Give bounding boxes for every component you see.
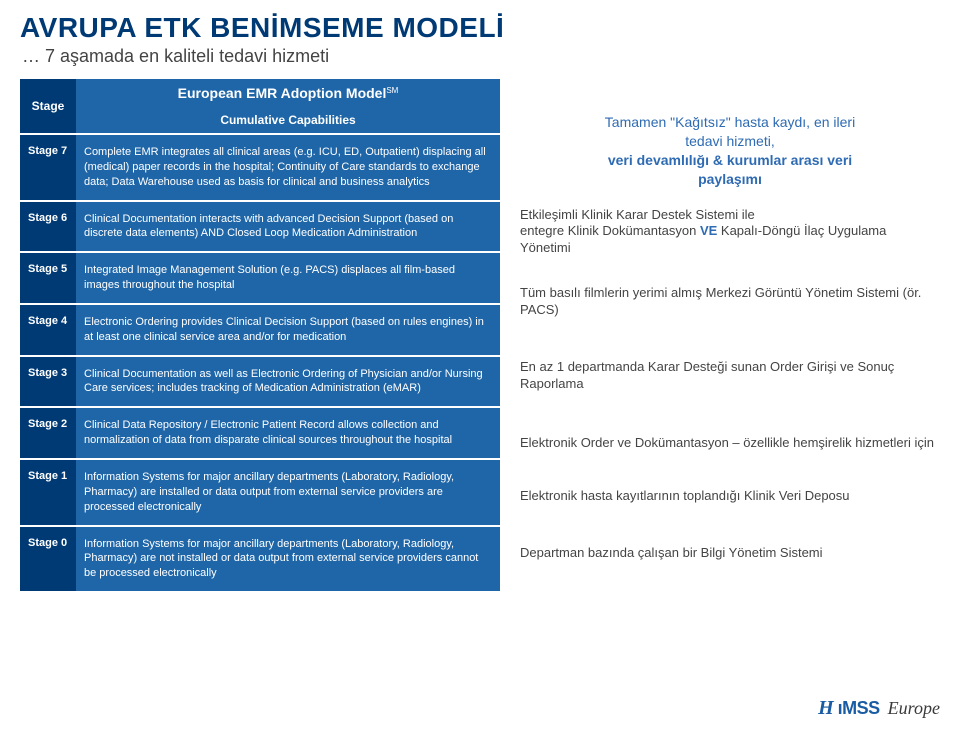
- table-row: Stage 4 Electronic Ordering provides Cli…: [20, 303, 500, 355]
- table-row: Stage 6 Clinical Documentation interacts…: [20, 200, 500, 252]
- table-row: Stage 5 Integrated Image Management Solu…: [20, 251, 500, 303]
- desc-line: paylaşımı: [698, 171, 762, 187]
- desc-line: entegre Klinik Dokümantasyon: [520, 223, 700, 238]
- model-title: European EMR Adoption Model: [178, 85, 387, 101]
- stage-label: Stage 6: [20, 200, 76, 252]
- emr-table-container: Stage European EMR Adoption ModelSM Cumu…: [20, 79, 500, 591]
- desc-line: Tamamen "Kağıtsız" hasta kaydı, en ileri: [605, 114, 855, 130]
- stage-capability: Clinical Data Repository / Electronic Pa…: [76, 406, 500, 458]
- stage-label: Stage 4: [20, 303, 76, 355]
- desc-ve: VE: [700, 223, 717, 238]
- model-sm: SM: [386, 86, 398, 95]
- himss-europe-logo: HıMSS Europe: [818, 697, 940, 720]
- table-row: Stage 3 Clinical Documentation as well a…: [20, 355, 500, 407]
- stage-label: Stage 1: [20, 458, 76, 525]
- desc-stage-4: En az 1 departmanda Karar Desteği sunan …: [520, 359, 940, 393]
- stage-capability: Electronic Ordering provides Clinical De…: [76, 303, 500, 355]
- stage-capability: Information Systems for major ancillary …: [76, 458, 500, 525]
- stage-capability: Information Systems for major ancillary …: [76, 525, 500, 592]
- subtitle-text: 7 aşamada en kaliteli tedavi hizmeti: [40, 46, 329, 66]
- stage-label: Stage 3: [20, 355, 76, 407]
- stage-label: Stage 0: [20, 525, 76, 592]
- table-row: Stage 7 Complete EMR integrates all clin…: [20, 133, 500, 200]
- table-row: Stage 1 Information Systems for major an…: [20, 458, 500, 525]
- descriptions-column: Tamamen "Kağıtsız" hasta kaydı, en ileri…: [520, 79, 940, 591]
- desc-stage-5: Tüm basılı filmlerin yerimi almış Merkez…: [520, 285, 940, 319]
- stage-label: Stage 2: [20, 406, 76, 458]
- subtitle-prefix: …: [22, 46, 40, 66]
- emr-table: Stage European EMR Adoption ModelSM Cumu…: [20, 79, 500, 591]
- page-title: AVRUPA ETK BENİMSEME MODELİ: [20, 12, 940, 44]
- stage-capability: Complete EMR integrates all clinical are…: [76, 133, 500, 200]
- logo-h: H: [818, 697, 834, 720]
- stage-label: Stage 7: [20, 133, 76, 200]
- desc-stage-7: Tamamen "Kağıtsız" hasta kaydı, en ileri…: [520, 113, 940, 189]
- desc-line: tedavi hizmeti,: [685, 133, 774, 149]
- logo-imss: ıMSS: [838, 698, 880, 719]
- desc-stage-1: Departman bazında çalışan bir Bilgi Yöne…: [520, 545, 940, 562]
- table-row: Stage 0 Information Systems for major an…: [20, 525, 500, 592]
- desc-line: veri devamlılığı & kurumlar arası veri: [608, 152, 852, 168]
- table-header-stage: Stage: [20, 79, 76, 133]
- table-row: Stage 2 Clinical Data Repository / Elect…: [20, 406, 500, 458]
- desc-line: Etkileşimli Klinik Karar Destek Sistemi …: [520, 207, 755, 222]
- desc-stage-2: Elektronik hasta kayıtlarının toplandığı…: [520, 488, 940, 505]
- stage-label: Stage 5: [20, 251, 76, 303]
- desc-stage-6: Etkileşimli Klinik Karar Destek Sistemi …: [520, 207, 940, 258]
- table-header-model: European EMR Adoption ModelSM: [76, 79, 500, 107]
- desc-stage-3: Elektronik Order ve Dokümantasyon – özel…: [520, 435, 940, 452]
- stage-capability: Integrated Image Management Solution (e.…: [76, 251, 500, 303]
- stage-capability: Clinical Documentation as well as Electr…: [76, 355, 500, 407]
- table-header-capabilities: Cumulative Capabilities: [76, 107, 500, 133]
- stage-capability: Clinical Documentation interacts with ad…: [76, 200, 500, 252]
- page-subtitle: … 7 aşamada en kaliteli tedavi hizmeti: [22, 46, 940, 67]
- logo-europe: Europe: [888, 698, 940, 719]
